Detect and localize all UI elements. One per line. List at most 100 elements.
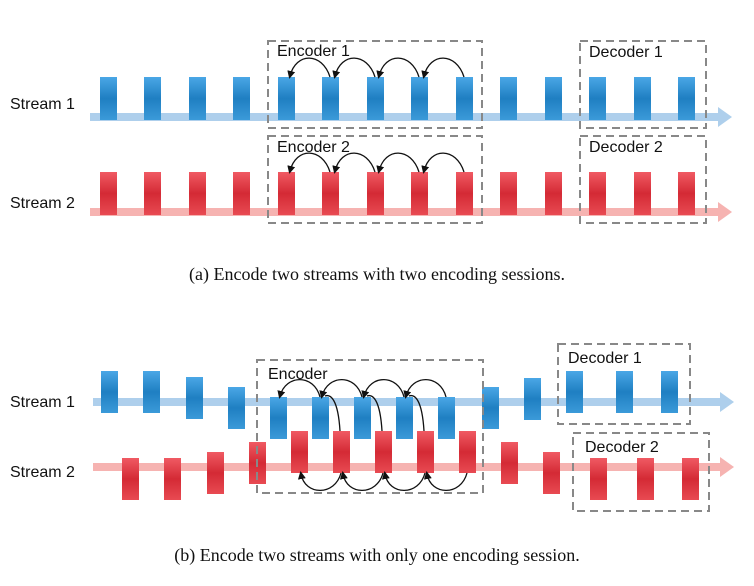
frame: [278, 77, 295, 120]
frame: [417, 431, 434, 473]
frame: [634, 172, 651, 215]
encoder-1-box: [267, 40, 483, 129]
reference-arc: [376, 57, 420, 79]
frame: [228, 387, 245, 429]
decoder-1-box: [557, 343, 691, 425]
frame: [678, 172, 695, 215]
reference-arc: [423, 471, 468, 491]
frame: [637, 458, 654, 500]
stream-1-frames: [101, 371, 678, 439]
stream-2-arrow: [90, 202, 732, 222]
frame: [500, 172, 517, 215]
frame: [411, 77, 428, 120]
stream-1-arrow: [90, 107, 732, 127]
frame: [566, 371, 583, 413]
frame: [278, 172, 295, 215]
caption-b: (b) Encode two streams with only one enc…: [174, 545, 579, 566]
frame: [682, 458, 699, 500]
decoder-2-label: Decoder 2: [589, 139, 663, 156]
frame: [233, 77, 250, 120]
stream-2-frames: [100, 172, 695, 215]
frame: [354, 397, 371, 439]
frame: [396, 397, 413, 439]
frame: [164, 458, 181, 500]
caption-a: (a) Encode two streams with two encoding…: [189, 264, 565, 285]
reference-arc: [277, 379, 321, 399]
decoder-1-box: [579, 40, 707, 129]
frame: [333, 431, 350, 473]
reference-arc: [324, 394, 341, 432]
reference-arc: [319, 379, 363, 399]
frame: [543, 452, 560, 494]
stream-2-frames: [122, 431, 699, 500]
frame: [678, 77, 695, 120]
reference-arc: [332, 152, 376, 174]
reference-arc: [297, 471, 342, 491]
reference-arc: [339, 471, 384, 491]
frame: [500, 77, 517, 120]
frame: [456, 77, 473, 120]
frame: [501, 442, 518, 484]
frame: [100, 77, 117, 120]
frame: [438, 397, 455, 439]
stream-1-label: Stream 1: [10, 394, 75, 411]
frame: [456, 172, 473, 215]
frame: [144, 77, 161, 120]
reference-arc: [287, 152, 331, 174]
frame: [100, 172, 117, 215]
frame: [144, 172, 161, 215]
panel-b: Stream 1 Stream 2: [10, 343, 734, 566]
stream-2-arrow: [93, 457, 734, 477]
frame: [482, 387, 499, 429]
frame: [545, 77, 562, 120]
decoder-2-label: Decoder 2: [585, 439, 659, 456]
frame: [122, 458, 139, 500]
panel-a: Stream 1 Stream 2: [10, 40, 732, 285]
stream-1-frames: [100, 77, 695, 120]
frame: [207, 452, 224, 494]
frame: [589, 172, 606, 215]
encoder-reference-arcs-bottom: [297, 471, 468, 491]
frame: [101, 371, 118, 413]
frame: [590, 458, 607, 500]
reference-arc: [421, 152, 465, 174]
frame: [322, 77, 339, 120]
frame: [411, 172, 428, 215]
frame: [270, 397, 287, 439]
frame: [186, 377, 203, 419]
frame: [634, 77, 651, 120]
frame: [524, 378, 541, 420]
frame: [375, 431, 392, 473]
frame: [367, 77, 384, 120]
stream-2-label: Stream 2: [10, 464, 75, 481]
decoder-1-label: Decoder 1: [568, 350, 642, 367]
decoder-2-box: [572, 432, 710, 512]
encoder-label: Encoder: [268, 366, 328, 383]
reference-arc: [376, 152, 420, 174]
encoder-reference-arcs-top: [277, 379, 447, 432]
reference-arc: [332, 57, 376, 79]
frame: [545, 172, 562, 215]
reference-arc: [287, 57, 331, 79]
frame: [459, 431, 476, 473]
frame: [312, 397, 329, 439]
stream-2-label: Stream 2: [10, 195, 75, 212]
frame: [189, 77, 206, 120]
frame: [291, 431, 308, 473]
reference-arc: [381, 471, 426, 491]
reference-arc: [366, 394, 383, 432]
encoder-2-box: [267, 135, 483, 224]
frame: [661, 371, 678, 413]
frame: [233, 172, 250, 215]
decoder-2-box: [579, 135, 707, 224]
encoder-2-reference-arcs: [287, 152, 465, 174]
encoder-1-label: Encoder 1: [277, 43, 350, 60]
frame: [143, 371, 160, 413]
reference-arc: [403, 379, 447, 399]
encoder-2-label: Encoder 2: [277, 139, 350, 156]
stream-1-label: Stream 1: [10, 96, 75, 113]
frame: [322, 172, 339, 215]
decoder-1-label: Decoder 1: [589, 44, 663, 61]
frame: [589, 77, 606, 120]
